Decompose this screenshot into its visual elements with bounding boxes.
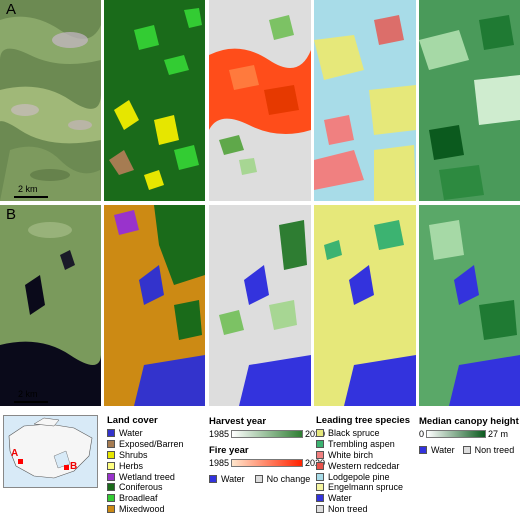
species-item: White birch — [316, 450, 410, 461]
fire-max: 2020 — [305, 458, 325, 468]
harvest-legend: Harvest year 1985 2020 Fire year 1985 20… — [209, 416, 325, 485]
row-label-a: A — [6, 1, 17, 18]
inset-label-b: B — [70, 461, 78, 472]
species-label: Water — [328, 493, 352, 504]
species-swatch — [316, 429, 324, 438]
land-cover-swatch — [107, 450, 115, 459]
land-cover-swatch — [107, 440, 115, 449]
inset-label-a: A — [11, 448, 19, 459]
land-cover-legend: Land cover Water Exposed/Barren Shrubs Herb… — [107, 415, 184, 514]
species-swatch — [316, 450, 324, 459]
canopy-legend: Median canopy height 0 27 m Water Non tre… — [419, 416, 519, 456]
species-item: Trembling aspen — [316, 439, 410, 450]
land-cover-map-b — [104, 205, 205, 406]
site-b-marker — [64, 465, 69, 470]
species-swatch — [316, 504, 324, 513]
land-cover-label: Mixedwood — [119, 503, 165, 514]
land-cover-item: Exposed/Barren — [107, 439, 184, 450]
species-map-b — [314, 205, 416, 406]
species-legend: Leading tree species Black spruce Trembli… — [316, 415, 410, 514]
site-a-marker — [18, 459, 23, 464]
change-swatch — [254, 475, 263, 484]
land-cover-swatch — [107, 483, 115, 492]
canopy-legend-title: Median canopy height — [419, 416, 519, 427]
land-cover-swatch — [107, 494, 115, 503]
species-label: Engelmann spruce — [328, 482, 404, 493]
scale-label-a: 2 km — [18, 184, 38, 194]
land-cover-item: Shrubs — [107, 450, 184, 461]
canopy-max: 27 m — [488, 429, 509, 439]
harvest-max: 2020 — [305, 429, 325, 439]
species-label: Non treed — [328, 503, 368, 514]
change-label: No change — [266, 474, 311, 485]
species-swatch — [316, 440, 324, 449]
land-cover-label: Wetland treed — [119, 471, 175, 482]
scale-label-b: 2 km — [18, 389, 38, 399]
canopy-map-a — [419, 0, 520, 201]
land-cover-item: Wetland treed — [107, 471, 184, 482]
harvest-legend-title: Harvest year — [209, 416, 267, 427]
species-item: Engelmann spruce — [316, 482, 410, 493]
species-swatch — [316, 483, 324, 492]
harvest-gradient — [231, 430, 304, 438]
species-swatch — [316, 494, 324, 503]
satellite-image-b — [0, 205, 101, 406]
species-label: Black spruce — [328, 428, 380, 439]
satellite-image-a — [0, 0, 101, 201]
harvest-min: 1985 — [209, 429, 230, 439]
land-cover-label: Water — [119, 428, 143, 439]
land-cover-label: Coniferous — [119, 482, 163, 493]
fire-min: 1985 — [209, 458, 230, 468]
species-label: Lodgepole pine — [328, 471, 390, 482]
canopy-map-b — [419, 205, 520, 406]
species-legend-title: Leading tree species — [316, 415, 410, 426]
species-swatch — [316, 461, 324, 470]
species-item: Non treed — [316, 504, 410, 515]
species-label: White birch — [328, 449, 374, 460]
change-label: Water — [221, 474, 245, 485]
canopy-extra-item: Water — [419, 445, 455, 456]
canopy-extra-swatch — [419, 446, 427, 455]
land-cover-swatch — [107, 429, 115, 438]
canopy-extra-label: Water — [431, 445, 455, 456]
fire-gradient — [231, 459, 304, 467]
land-cover-swatch — [107, 472, 115, 481]
species-item: Lodgepole pine — [316, 471, 410, 482]
land-cover-label: Shrubs — [119, 449, 148, 460]
land-cover-item: Water — [107, 428, 184, 439]
species-label: Trembling aspen — [328, 439, 395, 450]
species-item: Black spruce — [316, 428, 410, 439]
land-cover-item: Mixedwood — [107, 504, 184, 515]
scale-bar-a — [14, 196, 48, 198]
canopy-gradient — [426, 430, 487, 438]
species-item: Western redcedar — [316, 460, 410, 471]
land-cover-item: Coniferous — [107, 482, 184, 493]
species-map-a — [314, 0, 416, 201]
scale-bar-b — [14, 401, 48, 403]
canopy-min: 0 — [419, 429, 425, 439]
land-cover-label: Broadleaf — [119, 493, 158, 504]
change-item: Water — [209, 474, 245, 485]
land-cover-item: Herbs — [107, 460, 184, 471]
land-cover-label: Herbs — [119, 460, 144, 471]
canopy-extra-swatch — [462, 446, 471, 455]
fire-legend-title: Fire year — [209, 445, 249, 456]
canada-inset-map: A B — [3, 415, 98, 488]
disturbance-map-b — [209, 205, 311, 406]
species-item: Water — [316, 493, 410, 504]
species-label: Western redcedar — [328, 460, 400, 471]
land-cover-item: Broadleaf — [107, 493, 184, 504]
row-label-b: B — [6, 206, 17, 223]
land-cover-map-a — [104, 0, 205, 201]
canopy-extra-label: Non treed — [474, 445, 515, 456]
species-swatch — [316, 472, 324, 481]
land-cover-label: Exposed/Barren — [119, 439, 184, 450]
land-cover-legend-title: Land cover — [107, 415, 158, 426]
canopy-extra-item: Non treed — [462, 445, 515, 456]
land-cover-swatch — [107, 504, 115, 513]
land-cover-swatch — [107, 461, 115, 470]
change-item: No change — [254, 474, 311, 485]
change-swatch — [209, 475, 217, 484]
disturbance-map-a — [209, 0, 311, 201]
